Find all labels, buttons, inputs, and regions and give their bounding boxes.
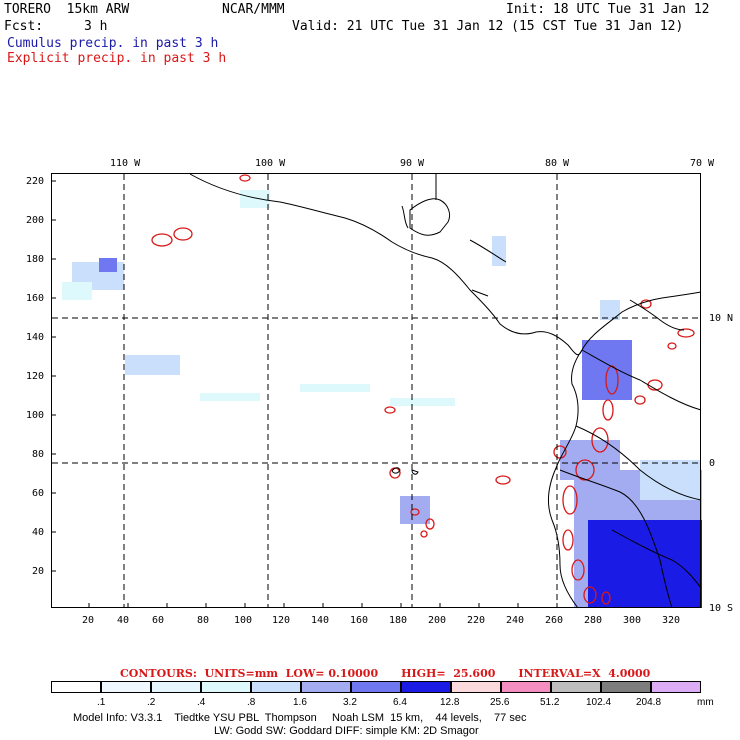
x-tick-60: 60 <box>152 615 165 626</box>
x-tick-20: 20 <box>82 615 95 626</box>
legend-label: 6.4 <box>393 697 407 708</box>
legend-swatch-3 <box>201 681 251 693</box>
y-tick-160: 160 <box>26 293 45 304</box>
legend-label: 1.6 <box>293 697 307 708</box>
legend-label: 25.6 <box>490 697 510 708</box>
x-tick-80: 80 <box>197 615 210 626</box>
x-tick-160: 160 <box>350 615 369 626</box>
forecast-value: 3 h <box>84 19 108 34</box>
x-tick-280: 280 <box>584 615 603 626</box>
lat-label-10s: 10 S <box>709 603 734 614</box>
organization-label: NCAR/MMM <box>222 2 285 17</box>
legend-swatch-6 <box>351 681 401 693</box>
model-info-line-2: LW: Godd SW: Goddard DIFF: simple KM: 2D… <box>214 725 479 737</box>
legend-swatch-5 <box>301 681 351 693</box>
x-tick-40: 40 <box>117 615 130 626</box>
lon-label-90w: 90 W <box>400 158 425 169</box>
explicit-legend-line: Explicit precip. in past 3 h <box>7 51 227 66</box>
model-info-line-1: Model Info: V3.3.1 Tiedtke YSU PBL Thomp… <box>73 712 527 724</box>
y-tick-180: 180 <box>26 254 45 265</box>
legend-swatch-0 <box>51 681 101 693</box>
y-tick-20: 20 <box>32 566 45 577</box>
x-tick-100: 100 <box>234 615 253 626</box>
lat-label-10n: 10 N <box>709 313 734 324</box>
x-tick-180: 180 <box>389 615 408 626</box>
lat-label-0: 0 <box>709 458 716 469</box>
lon-label-110w: 110 W <box>110 158 141 169</box>
contour-info: CONTOURS: UNITS=mm LOW= 0.10000 HIGH= 25… <box>120 667 651 680</box>
legend-label: 204.8 <box>636 697 662 708</box>
init-time: Init: 18 UTC Tue 31 Jan 12 <box>506 2 710 17</box>
y-tick-200: 200 <box>26 215 45 226</box>
legend-swatch-11 <box>601 681 651 693</box>
legend-swatch-8 <box>451 681 501 693</box>
coastlines <box>189 173 702 609</box>
x-tick-120: 120 <box>272 615 291 626</box>
legend-label: .2 <box>147 697 156 708</box>
forecast-label: Fcst: <box>4 19 44 34</box>
x-tick-140: 140 <box>311 615 330 626</box>
legend-label: .1 <box>97 697 106 708</box>
legend-label: .8 <box>247 697 256 708</box>
legend-swatch-7 <box>401 681 451 693</box>
legend-unit: mm <box>697 697 714 708</box>
legend-label: 3.2 <box>343 697 357 708</box>
legend-label: .4 <box>197 697 206 708</box>
x-tick-320: 320 <box>662 615 681 626</box>
lat-lon-grid <box>52 174 700 607</box>
lon-label-70w: 70 W <box>690 158 715 169</box>
legend-label: 51.2 <box>540 697 560 708</box>
legend-swatch-4 <box>251 681 301 693</box>
legend-swatch-9 <box>501 681 551 693</box>
valid-time: Valid: 21 UTC Tue 31 Jan 12 (15 CST Tue … <box>292 19 684 34</box>
x-tick-240: 240 <box>506 615 525 626</box>
legend-label: 102.4 <box>586 697 612 708</box>
y-tick-40: 40 <box>32 527 45 538</box>
y-tick-80: 80 <box>32 449 45 460</box>
x-tick-220: 220 <box>467 615 486 626</box>
cumulus-precip-areas <box>62 190 702 608</box>
y-tick-60: 60 <box>32 488 45 499</box>
y-tick-220: 220 <box>26 176 45 187</box>
lon-label-80w: 80 W <box>545 158 570 169</box>
legend-swatch-10 <box>551 681 601 693</box>
x-tick-200: 200 <box>428 615 447 626</box>
y-tick-140: 140 <box>26 332 45 343</box>
legend-swatch-2 <box>151 681 201 693</box>
lon-label-100w: 100 W <box>255 158 286 169</box>
legend-swatch-1 <box>101 681 151 693</box>
map-frame <box>51 173 701 608</box>
legend-swatch-12 <box>651 681 701 693</box>
y-tick-120: 120 <box>26 371 45 382</box>
x-tick-300: 300 <box>623 615 642 626</box>
legend-label: 12.8 <box>440 697 460 708</box>
x-tick-260: 260 <box>545 615 564 626</box>
y-tick-100: 100 <box>26 410 45 421</box>
cumulus-legend-line: Cumulus precip. in past 3 h <box>7 36 219 51</box>
model-title: TORERO 15km ARW <box>4 2 130 17</box>
